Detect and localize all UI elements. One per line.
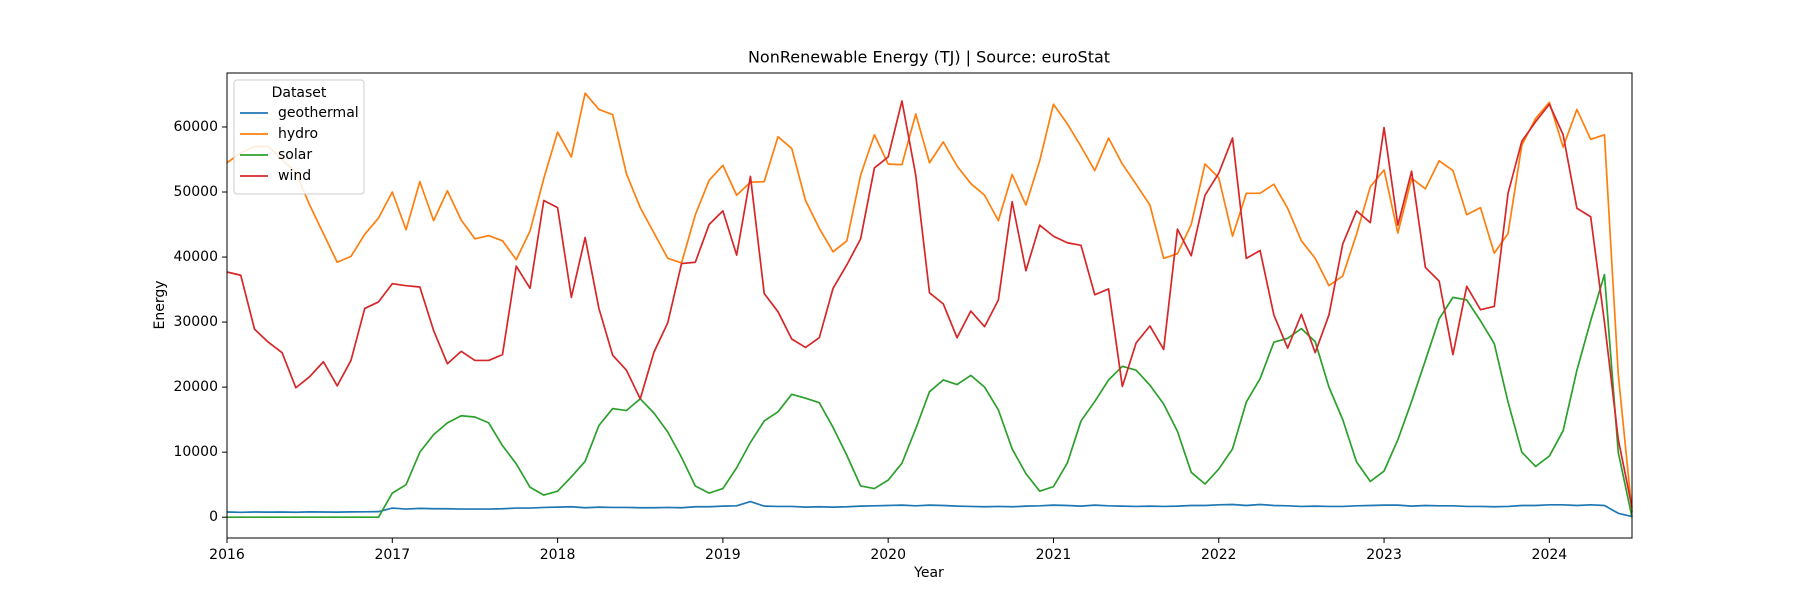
y-tick-label: 50000 bbox=[173, 184, 218, 200]
x-axis-label: Year bbox=[913, 565, 944, 581]
x-tick-label: 2020 bbox=[870, 547, 906, 563]
line-series bbox=[226, 92, 1633, 513]
x-tick-label: 2023 bbox=[1366, 547, 1402, 563]
legend-title: Dataset bbox=[272, 85, 327, 101]
x-tick-label: 2017 bbox=[374, 547, 410, 563]
x-tick-label: 2022 bbox=[1201, 547, 1237, 563]
line-series bbox=[226, 100, 1633, 508]
legend-label: solar bbox=[278, 147, 312, 163]
chart-title: NonRenewable Energy (TJ) | Source: euroS… bbox=[748, 48, 1110, 67]
x-tick-label: 2016 bbox=[209, 547, 245, 563]
y-axis-label: Energy bbox=[152, 280, 168, 329]
legend-label: geothermal bbox=[278, 105, 359, 121]
plot-frame bbox=[226, 72, 1633, 539]
x-tick-label: 2024 bbox=[1532, 547, 1568, 563]
x-tick-label: 2018 bbox=[540, 547, 576, 563]
line-series bbox=[227, 273, 1633, 519]
legend-box bbox=[233, 79, 365, 195]
y-tick-label: 0 bbox=[209, 509, 218, 525]
line-series bbox=[226, 500, 1633, 518]
legend-label: hydro bbox=[278, 126, 318, 142]
legend-label: wind bbox=[278, 168, 311, 184]
y-tick-label: 40000 bbox=[173, 249, 218, 265]
y-tick-label: 20000 bbox=[173, 379, 218, 395]
y-tick-label: 10000 bbox=[173, 444, 218, 460]
x-tick-label: 2019 bbox=[705, 547, 741, 563]
y-tick-label: 30000 bbox=[173, 314, 218, 330]
x-tick-label: 2021 bbox=[1036, 547, 1072, 563]
y-tick-label: 60000 bbox=[173, 119, 218, 135]
